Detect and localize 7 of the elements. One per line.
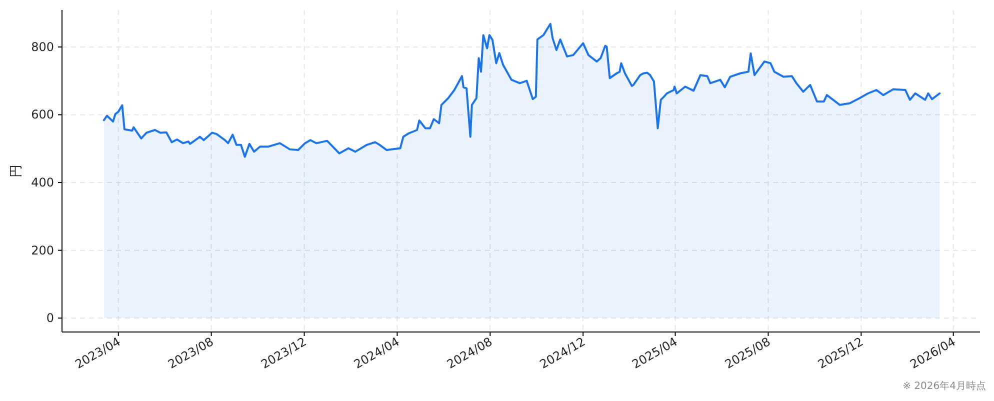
y-tick-label: 400: [31, 176, 54, 190]
y-tick-label: 600: [31, 108, 54, 122]
text: ※ 2026年4月時点: [902, 380, 986, 392]
y-tick-label: 0: [46, 311, 54, 326]
y-tick-label: 800: [31, 40, 54, 54]
y-tick-label: 200: [31, 243, 54, 258]
y-axis-title: 円: [9, 164, 24, 178]
